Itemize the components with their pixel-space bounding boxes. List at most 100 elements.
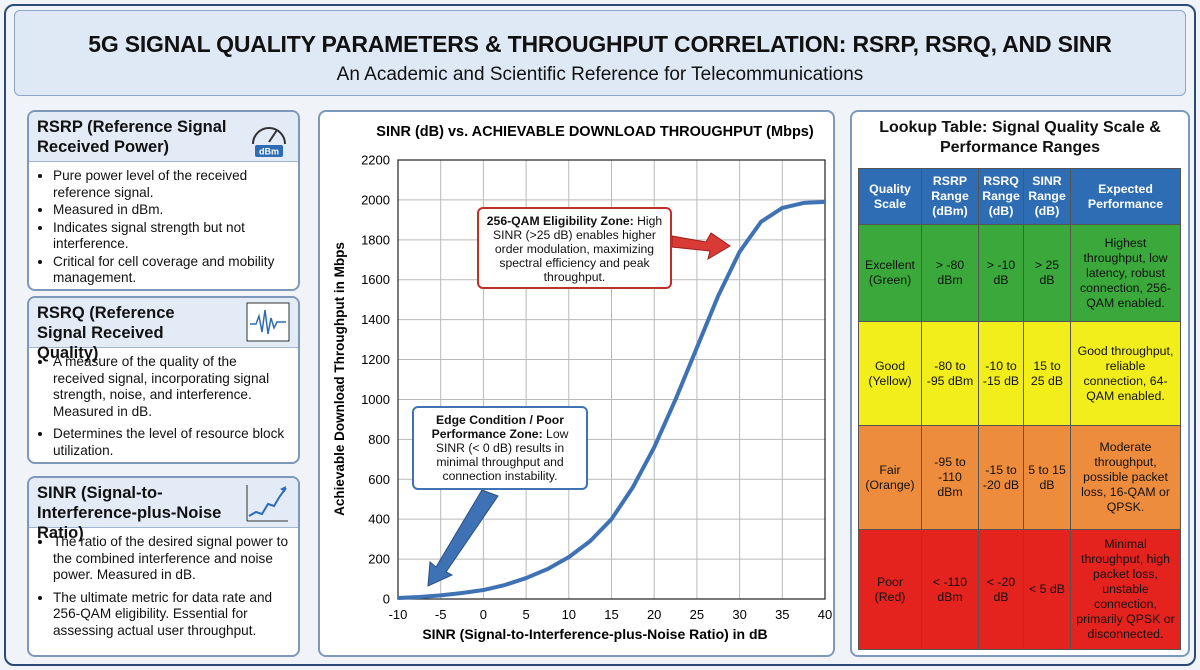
y-tick-label: 800 (368, 432, 390, 447)
column-header: RSRQ Range (dB) (978, 168, 1024, 225)
table-cell: -95 to -110 dBm (921, 425, 979, 530)
header-row: Quality Scale RSRP Range (dBm) RSRQ Range … (858, 168, 1181, 225)
y-tick-label: 2000 (361, 192, 390, 207)
annotation-heading: 256-QAM Eligibility Zone: (486, 214, 634, 228)
annotation-text: High SINR (>25 dB) enables higher order … (493, 214, 663, 284)
bullet-list: The ratio of the desired signal power to… (29, 534, 298, 639)
table-row: Poor (Red) < -110 dBm < -20 dB < 5 dB Minima… (858, 529, 1181, 650)
panel-title: SINR (Signal-to-Interference-plus-Noise … (37, 484, 222, 542)
bullet: Pure power level of the received referen… (53, 168, 290, 201)
table-cell: Excellent (Green) (858, 224, 922, 322)
x-axis-title: SINR (Signal-to-Interference-plus-Noise … (422, 626, 767, 642)
y-tick-label: 1400 (361, 312, 390, 327)
table-cell: Poor (Red) (858, 529, 922, 650)
bullet: The ultimate metric for data rate and 25… (53, 590, 290, 640)
annotation-box: 256-QAM Eligibility Zone: High SINR (>25… (477, 207, 672, 289)
x-tick-label: 20 (647, 607, 661, 622)
bullet: Measured in dBm. (53, 202, 290, 219)
bullet-list: A measure of the quality of the received… (29, 354, 298, 459)
y-axis-title: Achievable Download Throughput in Mbps (332, 242, 347, 516)
table-cell: 5 to 15 dB (1023, 425, 1071, 530)
panel-title: RSRQ (Reference Signal Received Quality) (37, 304, 175, 362)
x-tick-label: 35 (775, 607, 789, 622)
table-row: Good (Yellow) -80 to -95 dBm -10 to -15 dB… (858, 321, 1181, 426)
table-body: Excellent (Green) > -80 dBm > -10 dB > 25 d… (858, 224, 1181, 650)
bullet-list: Pure power level of the received referen… (29, 168, 298, 287)
column-header: RSRP Range (dBm) (921, 168, 979, 225)
y-tick-label: 600 (368, 472, 390, 487)
trend-icon (246, 485, 288, 522)
bullet: Critical for cell coverage and mobility … (53, 254, 290, 287)
chart-title: SINR (dB) vs. ACHIEVABLE DOWNLOAD THROUG… (376, 124, 814, 140)
annotation-box: Edge Condition / Poor Performance Zone: … (412, 406, 588, 490)
panel-title: RSRP (Reference Signal Received Power) (37, 118, 227, 156)
bullet: A measure of the quality of the received… (53, 354, 290, 420)
bullet: Determines the level of resource block u… (53, 426, 290, 459)
table-cell: < 5 dB (1023, 529, 1071, 650)
y-tick-label: 200 (368, 552, 390, 567)
table-cell: > 25 dB (1023, 224, 1071, 322)
page-frame (4, 4, 1196, 666)
page-subtitle: An Academic and Scientific Reference for… (336, 64, 864, 85)
table-cell: Moderate throughput, possible packet los… (1070, 425, 1181, 530)
rsrp-panel: RSRP (Reference Signal Received Power) d… (27, 110, 300, 291)
x-tick-label: -5 (435, 607, 447, 622)
table-cell: Good (Yellow) (858, 321, 922, 426)
y-tick-label: 0 (383, 592, 390, 607)
table-cell: < -20 dB (978, 529, 1024, 650)
bullet: The ratio of the desired signal power to… (53, 534, 290, 584)
table-cell: -80 to -95 dBm (921, 321, 979, 426)
table-row: Fair (Orange) -95 to -110 dBm -15 to -20 d… (858, 425, 1181, 530)
column-header: Expected Performance (1070, 168, 1181, 225)
bullet: Indicates signal strength but not interf… (53, 220, 290, 253)
x-tick-label: 0 (480, 607, 487, 622)
gauge-icon: dBm (252, 127, 286, 157)
table-cell: > -10 dB (978, 224, 1024, 322)
column-header: Quality Scale (858, 168, 922, 225)
wave-icon (246, 302, 290, 342)
x-tick-label: 5 (522, 607, 529, 622)
header: 5G SIGNAL QUALITY PARAMETERS & THROUGHPU… (14, 10, 1186, 96)
icon-label: dBm (259, 147, 279, 157)
table-cell: 15 to 25 dB (1023, 321, 1071, 426)
y-tick-label: 400 (368, 512, 390, 527)
annotation-arrow (427, 489, 499, 587)
table-title: Lookup Table: Signal Quality Scale & Per… (879, 119, 1161, 156)
table-cell: Minimal throughput, high packet loss, un… (1070, 529, 1181, 650)
x-tick-label: 10 (562, 607, 576, 622)
plot-border (397, 159, 826, 600)
table-cell: Highest throughput, low latency, robust … (1070, 224, 1181, 322)
panel-title-bar: SINR (Signal-to-Interference-plus-Noise … (29, 478, 298, 542)
lookup-table: Quality Scale RSRP Range (dBm) RSRQ Range … (858, 168, 1181, 650)
chart-panel: SINR (dB) vs. ACHIEVABLE DOWNLOAD THROUG… (318, 110, 835, 657)
table-cell: -15 to -20 dB (978, 425, 1024, 530)
panel-title-bar: RSRP (Reference Signal Received Power) d… (29, 112, 298, 162)
y-tick-label: 1600 (361, 272, 390, 287)
x-tick-label: 30 (732, 607, 746, 622)
y-tick-label: 2200 (361, 153, 390, 168)
table-cell: < -110 dBm (921, 529, 979, 650)
table-cell: -10 to -15 dB (978, 321, 1024, 426)
table-row: Excellent (Green) > -80 dBm > -10 dB > 25 d… (858, 224, 1181, 322)
y-tick-label: 1800 (361, 232, 390, 247)
y-tick-label: 1200 (361, 352, 390, 367)
page-title: 5G SIGNAL QUALITY PARAMETERS & THROUGHPU… (88, 31, 1112, 57)
x-tick-label: 40 (818, 607, 832, 622)
table-cell: > -80 dBm (921, 224, 979, 322)
annotation-text: Low SINR (< 0 dB) results in minimal thr… (435, 427, 569, 483)
table-panel: Lookup Table: Signal Quality Scale & Per… (850, 110, 1190, 657)
rsrq-panel: RSRQ (Reference Signal Received Quality)… (27, 296, 300, 464)
annotation-heading: Edge Condition / Poor Performance Zone: (431, 413, 564, 441)
x-tick-label: 25 (690, 607, 704, 622)
table-cell: Good throughput, reliable connection, 64… (1070, 321, 1181, 426)
panel-title-bar: RSRQ (Reference Signal Received Quality) (29, 298, 298, 362)
column-header: SINR Range (dB) (1023, 168, 1071, 225)
table-cell: Fair (Orange) (858, 425, 922, 530)
x-tick-label: -10 (389, 607, 408, 622)
x-tick-label: 15 (604, 607, 618, 622)
y-tick-label: 1000 (361, 392, 390, 407)
chart: SINR (dB) vs. ACHIEVABLE DOWNLOAD THROUG… (332, 124, 832, 642)
sinr-panel: SINR (Signal-to-Interference-plus-Noise … (27, 476, 300, 657)
annotation-arrow (671, 232, 731, 261)
